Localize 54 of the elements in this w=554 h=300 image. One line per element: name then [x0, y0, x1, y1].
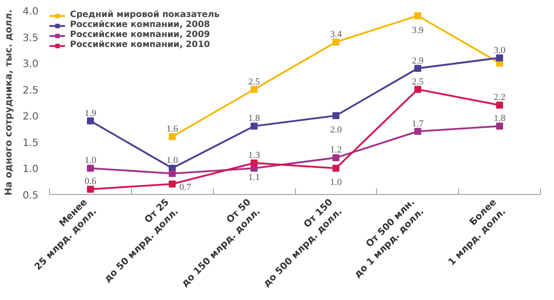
data-label: 0.7 — [179, 182, 192, 193]
data-label: 1.0 — [166, 156, 178, 166]
data-label: 2.0 — [330, 126, 342, 136]
data-label: 1.8 — [494, 114, 506, 124]
point — [496, 122, 504, 130]
point — [86, 186, 94, 193]
point — [414, 64, 422, 72]
point — [332, 154, 340, 162]
point — [250, 86, 258, 93]
legend-label: Российские компании, 2009 — [70, 30, 210, 40]
point — [250, 122, 258, 130]
point — [332, 38, 340, 46]
point — [168, 170, 176, 177]
y-tick-label: 2.0 — [22, 112, 39, 123]
data-label: 1.0 — [330, 178, 342, 188]
y-tick-label: 2.5 — [22, 85, 39, 96]
point — [496, 54, 504, 62]
data-label: 1.1 — [248, 172, 260, 183]
y-tick-label: 1.0 — [22, 164, 39, 176]
legend-label: Российские компании, 2010 — [70, 40, 210, 50]
y-tick-label: 4.0 — [22, 6, 39, 18]
data-label: 1.0 — [84, 156, 97, 166]
point — [414, 128, 422, 135]
data-label: 3.0 — [494, 46, 506, 56]
point — [332, 164, 340, 172]
y-tick-label: 3.0 — [22, 59, 39, 70]
legend-label: Средний мировой показатель — [70, 10, 220, 20]
point — [86, 117, 94, 124]
point — [332, 112, 340, 120]
data-label: 2.2 — [494, 93, 506, 104]
data-label: 3.4 — [330, 30, 342, 40]
data-label: 1.2 — [330, 146, 342, 156]
data-label: 1.7 — [412, 119, 424, 130]
point — [86, 164, 94, 172]
point — [168, 180, 176, 188]
y-tick-label: 3.5 — [22, 32, 39, 44]
point — [414, 86, 422, 93]
data-label: 3.9 — [412, 26, 424, 36]
data-label: 1.9 — [84, 108, 97, 119]
y-axis-title: На одного сотрудника, тыс. долл. — [4, 9, 15, 196]
data-label: 1.8 — [248, 114, 260, 124]
data-label: 2.9 — [412, 56, 424, 66]
y-tick-label: 0.5 — [22, 190, 39, 202]
data-label: 1.6 — [166, 124, 178, 135]
point — [168, 133, 176, 140]
data-label: 2.5 — [412, 77, 424, 88]
annotation: 1.3 — [248, 151, 260, 162]
data-label: 2.5 — [248, 77, 260, 88]
point — [414, 12, 422, 20]
point — [496, 102, 504, 109]
point — [250, 159, 258, 166]
legend-label: Российские компании, 2008 — [70, 20, 210, 30]
y-tick-label: 1.5 — [22, 138, 39, 149]
data-label: 0.6 — [84, 177, 97, 188]
